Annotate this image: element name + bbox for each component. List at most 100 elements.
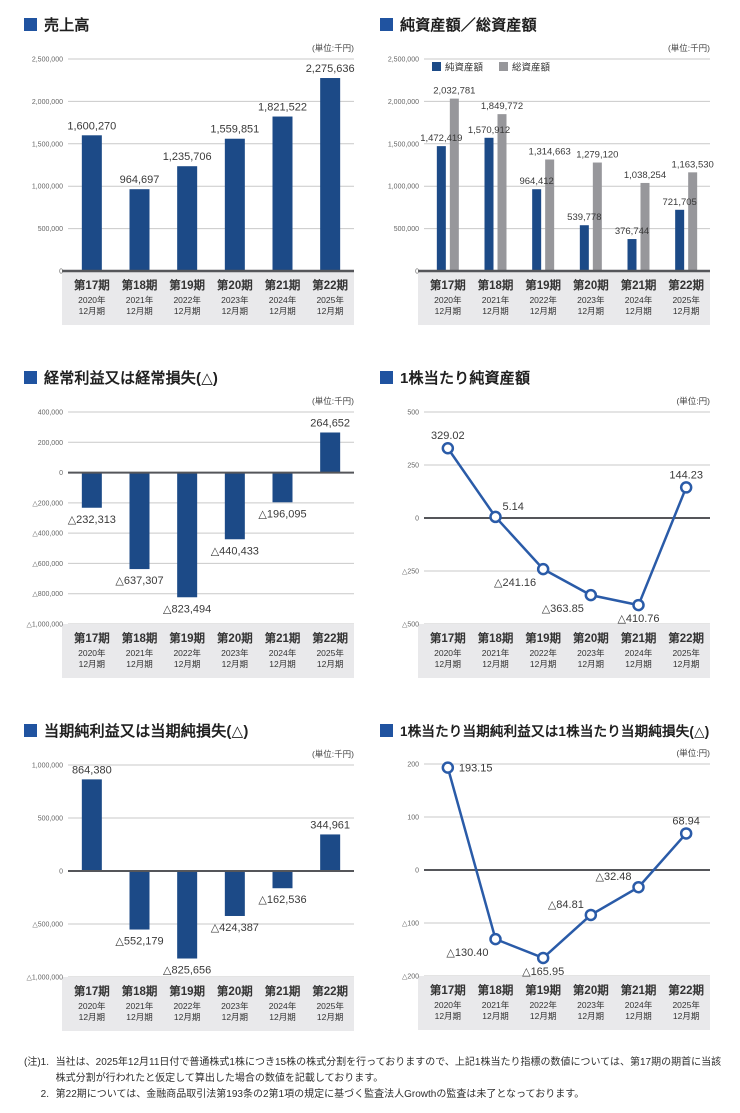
data-point-marker <box>441 441 455 455</box>
data-point-marker <box>584 588 598 602</box>
y-tick-label: 200,000 <box>38 440 63 447</box>
unit-label: (単位:円) <box>676 396 710 406</box>
category-month-label: 12月期 <box>222 306 248 316</box>
category-year-label: 2020年 <box>78 295 106 305</box>
y-tick-label: 500 <box>407 410 419 417</box>
data-point-marker <box>536 562 550 576</box>
footnote-item-text: 第22期については、金融商品取引法第193条の2第1項の規定に基づく監査法人Gr… <box>55 1089 585 1100</box>
title-bullet-icon <box>380 723 393 737</box>
category-year-label: 2020年 <box>434 648 462 658</box>
category-year-label: 2020年 <box>434 295 462 305</box>
category-period-label: 第22期 <box>312 278 348 292</box>
value-label: 964,412 <box>519 176 553 187</box>
category-year-label: 2024年 <box>269 1001 297 1011</box>
legend-label: 総資産額 <box>512 62 551 74</box>
chart-title: 経常利益又は経常損失(△) <box>44 370 219 387</box>
category-year-label: 2021年 <box>482 648 510 658</box>
category-period-label: 第21期 <box>265 631 301 645</box>
y-tick-label: △800,000 <box>32 591 63 598</box>
chart-panel-ordinary-income-or-loss: 経常利益又は経常損失(△) (単位:千円) △232,313 △637,307 △823… <box>24 367 366 686</box>
category-month-label: 12月期 <box>435 659 461 669</box>
chart-panel-net-assets-total-assets: 純資産額／総資産額 (単位:千円) 1,472,419 1,570,912 964,41… <box>380 14 722 333</box>
category-month-label: 12月期 <box>482 306 508 316</box>
chart-title: 売上高 <box>44 17 90 34</box>
category-period-label: 第18期 <box>478 278 514 292</box>
category-period-label: 第19期 <box>169 631 205 645</box>
category-month-label: 12月期 <box>126 659 152 669</box>
category-period-label: 第18期 <box>478 983 514 997</box>
bar-series-0 <box>675 209 685 271</box>
value-label: 1,235,706 <box>163 151 212 163</box>
category-year-label: 2022年 <box>173 1001 201 1011</box>
category-year-label: 2025年 <box>316 1001 344 1011</box>
y-tick-label: 1,500,000 <box>32 141 63 148</box>
y-tick-label: 0 <box>59 470 63 477</box>
y-tick-label: 500,000 <box>394 226 419 233</box>
chart-panel-eps: 1株当たり当期純利益又は1株当たり当期純損失(△) (単位:円) 193.15 △13… <box>380 720 722 1039</box>
title-bullet-icon <box>380 18 393 31</box>
footnote-prefix: (注) <box>24 1057 41 1068</box>
category-period-label: 第21期 <box>621 983 657 997</box>
value-label: △424,387 <box>211 922 259 934</box>
bar-series-1 <box>688 172 698 271</box>
category-year-label: 2021年 <box>482 1000 510 1010</box>
bar <box>177 472 198 598</box>
value-label: △32.48 <box>596 871 632 883</box>
category-year-label: 2021年 <box>126 1001 154 1011</box>
category-month-label: 12月期 <box>673 306 699 316</box>
y-tick-label: 1,000,000 <box>32 763 63 770</box>
y-tick-label: 0 <box>415 269 419 276</box>
data-point-marker <box>584 908 598 922</box>
title-bullet-icon <box>24 371 37 384</box>
category-month-label: 12月期 <box>317 659 343 669</box>
category-year-label: 2025年 <box>672 648 700 658</box>
bar <box>320 78 341 271</box>
value-label: △130.40 <box>446 947 488 959</box>
category-period-label: 第19期 <box>525 278 561 292</box>
value-label: △637,307 <box>115 575 163 587</box>
category-month-label: 12月期 <box>530 306 556 316</box>
y-tick-label: 100 <box>407 815 419 822</box>
data-point-marker <box>679 481 693 494</box>
y-tick-label: △200,000 <box>32 500 63 507</box>
bar <box>129 189 150 271</box>
category-period-label: 第22期 <box>668 983 704 997</box>
bar <box>320 432 341 473</box>
category-period-label: 第18期 <box>122 278 158 292</box>
category-period-label: 第18期 <box>478 631 514 645</box>
line-series <box>446 447 688 607</box>
y-tick-label: △1,000,000 <box>26 622 63 629</box>
category-month-label: 12月期 <box>482 659 508 669</box>
category-period-label: 第17期 <box>430 631 466 645</box>
category-month-label: 12月期 <box>578 306 604 316</box>
bar <box>272 472 293 503</box>
value-label: 721,705 <box>662 197 696 208</box>
bar-series-0 <box>484 137 494 271</box>
chart-canvas-ordinary-income-or-loss: (単位:千円) △232,313 △637,307 △823,494 △440,433 △… <box>26 396 354 678</box>
chart-title: 純資産額／総資産額 <box>400 17 537 34</box>
category-year-label: 2023年 <box>221 648 249 658</box>
value-label: 2,032,781 <box>433 86 475 97</box>
value-label: 864,380 <box>72 764 112 776</box>
footnote-item: 2. 第22期については、金融商品取引法第193条の2第1項の規定に基づく監査法人… <box>41 1087 722 1103</box>
data-point-marker <box>679 827 693 840</box>
category-period-label: 第22期 <box>668 278 704 292</box>
y-tick-label: 2,000,000 <box>388 99 419 106</box>
value-label: 68.94 <box>672 815 700 827</box>
data-point-marker <box>489 932 502 946</box>
category-year-label: 2022年 <box>529 1000 557 1010</box>
value-label: 2,275,636 <box>306 63 355 75</box>
y-tick-label: 400,000 <box>38 410 63 417</box>
bar <box>224 138 245 271</box>
value-label: △232,313 <box>68 514 116 526</box>
bar <box>81 472 102 508</box>
y-tick-label: 2,000,000 <box>32 99 63 106</box>
category-year-label: 2023年 <box>221 1001 249 1011</box>
bar <box>81 135 102 271</box>
value-label: 193.15 <box>459 763 493 775</box>
bar-series-1 <box>545 159 555 271</box>
value-label: 964,697 <box>120 174 160 186</box>
data-point-marker <box>632 598 645 612</box>
category-month-label: 12月期 <box>578 659 604 669</box>
unit-label: (単位:千円) <box>312 396 354 406</box>
